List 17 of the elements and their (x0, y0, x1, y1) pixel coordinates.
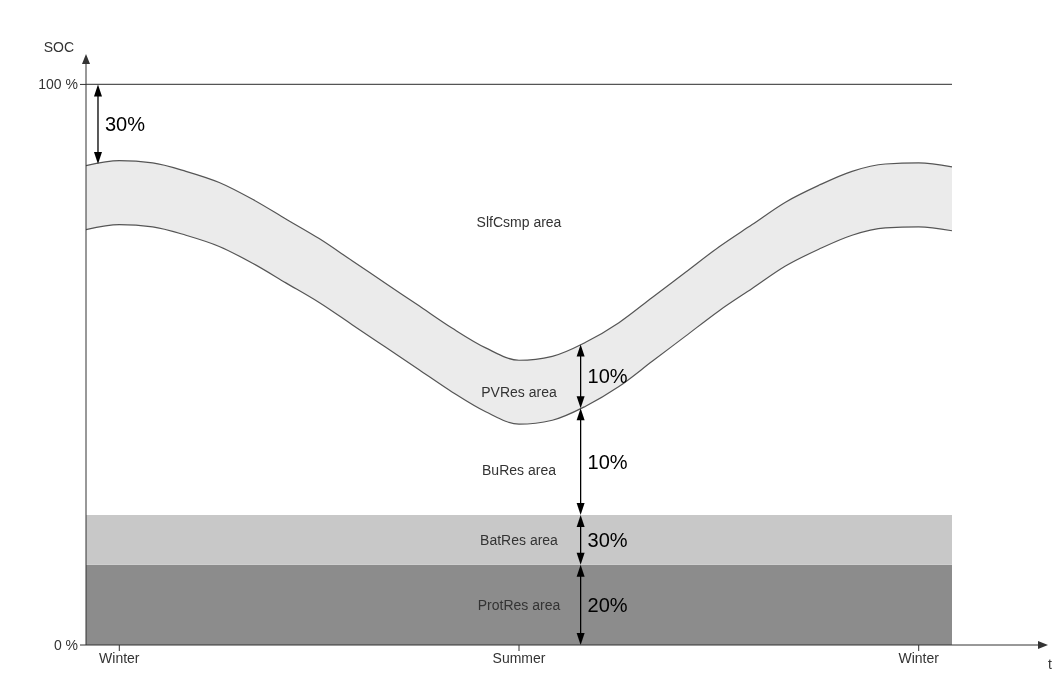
annotation: PVRes area (481, 384, 557, 401)
y-axis-title: SOC (43, 39, 74, 55)
band-label: ProtRes area (477, 596, 561, 613)
annotation: 30% (587, 528, 628, 551)
annotation: SlfCsmp area (476, 214, 562, 231)
annotation: 20% (587, 593, 628, 616)
annotation: 30% (104, 113, 146, 136)
x-tick-label: Winter (898, 649, 940, 666)
text: t (1048, 656, 1053, 672)
x-tick-label: Summer (492, 649, 546, 666)
band-label: BatRes area (480, 531, 559, 548)
y-tick-label: 0 % (53, 636, 78, 653)
annotation: 10% (587, 365, 628, 388)
y-tick-label: 100 % (38, 76, 78, 93)
annotation: BuRes area (482, 461, 557, 478)
annotation: 10% (587, 450, 628, 473)
x-tick-label: Winter (99, 649, 140, 666)
